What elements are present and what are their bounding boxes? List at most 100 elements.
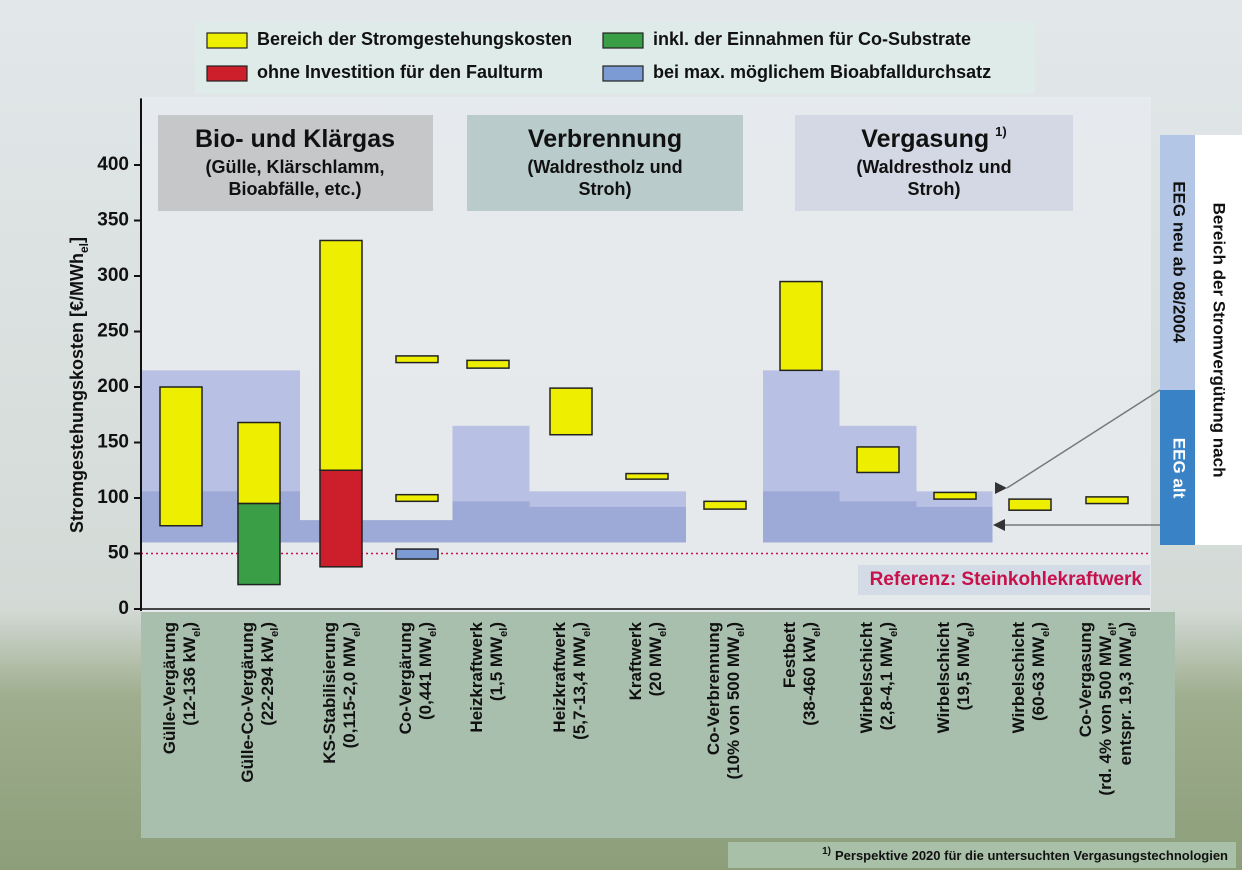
range-box (395, 493, 439, 503)
group-panel (467, 115, 743, 211)
x-tick-label: Gülle-Vergärung (12-136 kWel) (160, 622, 202, 754)
legend-swatch (602, 32, 644, 49)
x-tick-label-sub: el (811, 628, 823, 637)
x-tick-label: Co-Verbrennung (10% von 500 MWel) (704, 622, 746, 780)
x-tick-label-text: (12-136 kW (180, 636, 199, 726)
x-tick-label-text: (1,5 MW (487, 636, 506, 701)
legend-label: ohne Investition für den Faulturm (257, 62, 543, 82)
y-axis-label-tail: ] (67, 237, 87, 243)
x-tick-label-text: (38-460 kW (800, 636, 819, 726)
x-tick-label-sub: el (1040, 628, 1052, 637)
eeg-alt-panel (1160, 390, 1195, 545)
group-note: 1) (995, 124, 1007, 139)
x-tick-label-line: (0,115-2,0 MWel) (340, 622, 362, 748)
range-box (395, 355, 439, 364)
x-tick-label-line: (22-294 kWel) (258, 622, 280, 726)
group-panel (795, 115, 1073, 211)
x-tick-label-line: (2,8-4,1 MWel) (877, 622, 899, 730)
x-tick-label: Gülle-Co-Vergärung (22-294 kWel) (238, 622, 280, 783)
eeg-neu-panel (1160, 135, 1195, 390)
x-tick-label-tail: ) (646, 622, 665, 628)
group-subtitle: Stroh) (908, 179, 961, 199)
x-tick-label-line: Wirbelschicht (934, 622, 953, 734)
legend-swatch (206, 65, 248, 82)
eeg-title: Bereich der Stromvergütung nach (1210, 203, 1229, 478)
x-tick-label-tail: , (1096, 622, 1115, 627)
x-tick-label-sub: el (965, 628, 977, 637)
eeg-alt-band (452, 501, 530, 543)
x-tick-label-text: (0,441 MW (416, 636, 435, 720)
group-subtitle: Bioabfälle, etc.) (228, 179, 361, 199)
x-tick-label-tail: ) (800, 622, 819, 628)
y-tick-label: 200 (97, 376, 129, 397)
x-tick-label-tail: ) (877, 622, 896, 628)
eeg-panel (1195, 135, 1242, 545)
legend-swatch (206, 32, 248, 49)
x-tick-label-sub: el (657, 628, 669, 637)
x-tick-label-tail: ) (416, 622, 435, 628)
x-tick-label-line: KS-Stabilisierung (320, 622, 339, 764)
range-box (319, 469, 363, 568)
x-tick-label-tail: ) (258, 622, 277, 628)
x-tick-label-text: Wirbelschicht (857, 622, 876, 734)
group-subtitle: (Gülle, Klärschlamm, (205, 157, 384, 177)
x-tick-label-text: (19,5 MW (954, 636, 973, 711)
x-tick-label-sub: el (191, 628, 203, 637)
x-tick-label-text: (5,7-13,4 MW (570, 636, 589, 740)
x-tick-label-tail: ) (340, 622, 359, 628)
x-tick-label-tail: ) (954, 622, 973, 628)
x-tick-label-text: (20 MW (646, 636, 665, 696)
x-tick-label-text: (60-63 MW (1029, 636, 1048, 721)
x-tick-label-sub: el (269, 628, 281, 637)
arrow (993, 519, 1005, 531)
x-tick-label-line: (60-63 MWel) (1029, 622, 1051, 721)
range-box (1008, 498, 1052, 511)
y-tick-label: 150 (97, 432, 129, 453)
x-tick-label-line: (19,5 MWel) (954, 622, 976, 711)
x-tick-label-sub: el (427, 628, 439, 637)
x-tick-label-line: (12-136 kWel) (180, 622, 202, 726)
x-tick-label-text: Gülle-Co-Vergärung (238, 622, 257, 783)
y-tick-label: 300 (97, 265, 129, 286)
x-tick-label-sub: el (1127, 628, 1139, 637)
eeg-alt-band (839, 501, 917, 543)
footnote: 1) Perspektive 2020 für die untersuchten … (822, 846, 1228, 863)
x-tick-label: Co-Vergasung (rd. 4% von 500 MWel,entspr.… (1076, 622, 1138, 796)
x-tick-label-line: (10% von 500 MWel) (724, 622, 746, 780)
group-title: Vergasung 1) (861, 124, 1006, 153)
x-tick-label: Wirbelschicht (60-63 MWel) (1009, 622, 1051, 734)
x-tick-label-text: Festbett (780, 622, 799, 688)
x-tick-label-line: Gülle-Vergärung (160, 622, 179, 754)
range-box (237, 502, 281, 586)
x-tick-label-text: Wirbelschicht (934, 622, 953, 734)
legend-swatch (602, 65, 644, 82)
x-tick-label-sub: el (1107, 627, 1119, 636)
category-panel (141, 612, 1175, 838)
x-tick-label-line: (20 MWel) (646, 622, 668, 696)
y-axis-label-text: Stromgestehungskosten [€/MWh (67, 253, 87, 533)
eeg-alt-band (763, 491, 840, 543)
x-tick-label-sub: el (498, 628, 510, 637)
x-tick-label-sub: el (735, 628, 747, 637)
x-tick-label-text: (2,8-4,1 MW (877, 636, 896, 730)
footnote-text: Perspektive 2020 für die untersuchten Ve… (835, 848, 1228, 863)
x-tick-label-text: Co-Vergasung (1076, 622, 1095, 737)
x-tick-label-line: Co-Vergasung (1076, 622, 1095, 737)
x-tick-label-sub: el (351, 628, 363, 637)
x-tick-label-line: Wirbelschicht (857, 622, 876, 734)
reference-panel (858, 565, 1150, 595)
x-tick-label-text: (0,115-2,0 MW (340, 636, 359, 748)
eeg-alt-band (916, 506, 993, 543)
footnote-panel (728, 842, 1236, 868)
x-tick-label-line: Heizkraftwerk (550, 621, 569, 732)
x-tick-label: Heizkraftwerk (1,5 MWel) (467, 621, 509, 732)
x-tick-label-line: (1,5 MWel) (487, 622, 509, 701)
x-tick-label-line: (rd. 4% von 500 MWel, (1096, 622, 1118, 796)
y-tick-label: 50 (108, 543, 129, 564)
x-tick-label-line: (5,7-13,4 MWel) (570, 622, 592, 740)
group-title-text: Verbrennung (528, 125, 682, 153)
x-tick-label-text: Kraftwerk (626, 621, 645, 700)
x-tick-label-sub: el (581, 628, 593, 637)
x-tick-label-tail: ) (570, 622, 589, 628)
range-box (319, 239, 363, 471)
